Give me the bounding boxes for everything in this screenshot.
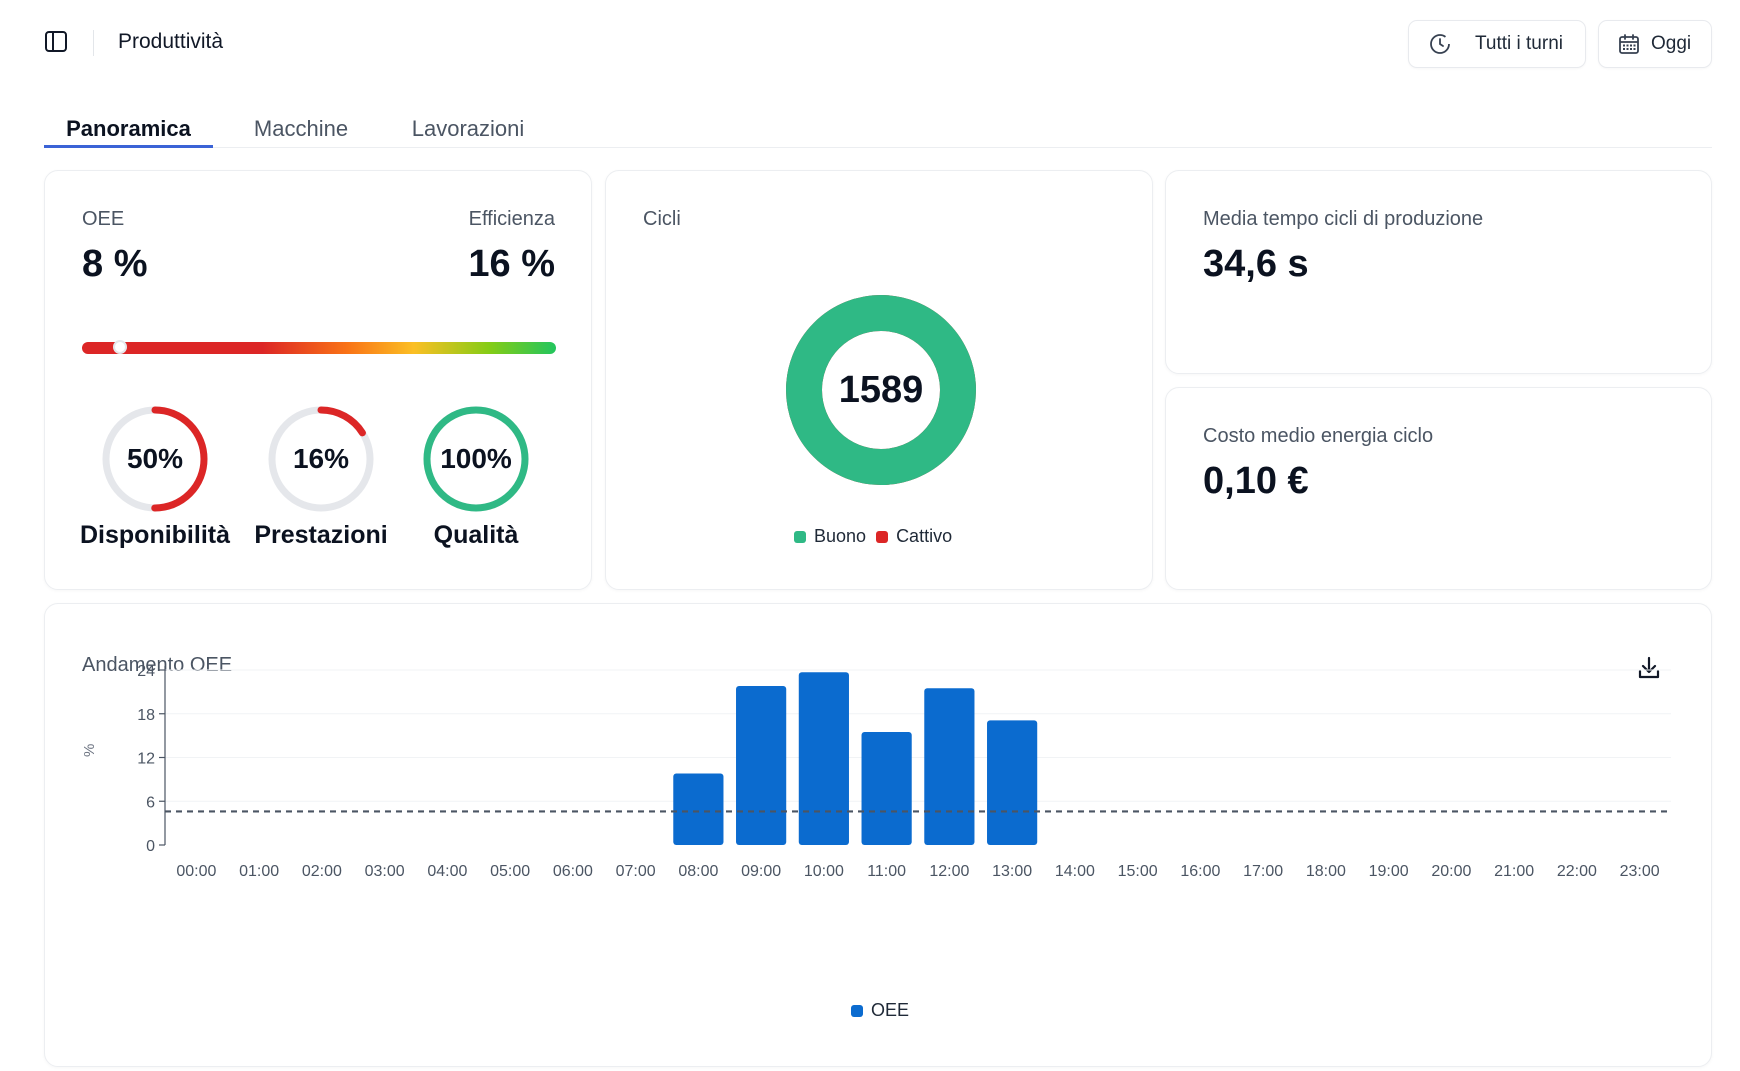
cycles-card: Cicli 1589 Buono Cattivo	[605, 170, 1153, 590]
oee-gradient-bar	[82, 340, 556, 354]
efficiency-label: Efficienza	[468, 208, 555, 230]
oee-label: OEE	[82, 208, 125, 230]
x-tick-label: 16:00	[1180, 863, 1220, 880]
energy-cost-value: 0,10 €	[1203, 460, 1309, 502]
avg-cycle-time-card: Media tempo cicli di produzione 34,6 s	[1165, 170, 1712, 374]
page-header: Produttività Tutti i turni Oggi	[0, 0, 1740, 90]
legend-good-label: Buono	[814, 526, 867, 546]
tab-panoramica[interactable]: Panoramica	[44, 104, 213, 148]
chart-legend[interactable]: OEE	[851, 1000, 909, 1021]
page-title: Produttività	[118, 30, 224, 53]
date-filter-button[interactable]: Oggi	[1598, 20, 1712, 68]
cycles-donut-ring	[786, 295, 976, 485]
performance-value: 16%	[292, 443, 350, 474]
x-tick-label: 01:00	[239, 863, 279, 880]
header-divider	[93, 30, 94, 56]
bar-12:00	[924, 688, 975, 845]
cycles-total: 1589	[838, 368, 924, 411]
y-tick-label: 6	[146, 794, 155, 811]
y-tick-label: 12	[137, 751, 155, 768]
quality-gauge-ring	[423, 406, 529, 512]
oee-card: OEE 8 % Efficienza 16 % 50% Disponibilit…	[44, 170, 592, 590]
tab-bar: Panoramica Macchine Lavorazioni	[44, 90, 1712, 148]
bar-08:00	[673, 773, 724, 845]
avg-cycle-time-label: Media tempo cicli di produzione	[1203, 208, 1484, 230]
energy-cost-card: Costo medio energia ciclo 0,10 €	[1165, 387, 1712, 590]
x-tick-label: 18:00	[1306, 863, 1346, 880]
performance-label: Prestazioni	[254, 521, 388, 549]
x-tick-label: 13:00	[992, 863, 1032, 880]
x-tick-label: 09:00	[741, 863, 781, 880]
x-tick-label: 10:00	[804, 863, 844, 880]
legend-bad-label: Cattivo	[896, 526, 953, 546]
legend-good[interactable]: Buono	[794, 526, 866, 547]
avg-cycle-time-value: 34,6 s	[1203, 243, 1309, 285]
efficiency-value: 16 %	[468, 243, 555, 285]
legend-oee-swatch	[851, 1004, 863, 1017]
quality-value: 100%	[440, 443, 512, 474]
download-icon[interactable]	[1635, 654, 1663, 682]
cycles-donut: 1589	[786, 295, 976, 485]
tab-lavorazioni[interactable]: Lavorazioni	[411, 116, 525, 141]
x-tick-label: 23:00	[1620, 863, 1660, 880]
oee-trend-card: Andamento OEE 0 6 12 18 24% 00:00 01:00 02:00 03…	[44, 603, 1712, 1067]
quality-gauge: 100%	[421, 404, 531, 514]
availability-label: Disponibilità	[80, 521, 230, 549]
x-tick-label: 22:00	[1557, 863, 1597, 880]
calendar-icon	[1619, 34, 1639, 54]
legend-oee-label: OEE	[871, 1000, 910, 1020]
energy-cost-label: Costo medio energia ciclo	[1203, 425, 1434, 447]
legend-good-swatch	[794, 531, 806, 543]
legend-bad-swatch	[876, 531, 889, 543]
shift-filter-label: Tutti i turni	[1475, 33, 1563, 54]
availability-value: 50%	[126, 443, 184, 474]
quality-label: Qualità	[433, 521, 519, 549]
availability-gauge-ring	[102, 406, 208, 512]
x-tick-label: 14:00	[1055, 863, 1095, 880]
y-tick-label: 24	[137, 663, 155, 680]
x-tick-label: 11:00	[867, 863, 906, 880]
x-tick-label: 00:00	[176, 863, 216, 880]
x-tick-label: 04:00	[427, 863, 467, 880]
cycles-legend: Buono Cattivo	[794, 526, 952, 547]
x-tick-label: 07:00	[616, 863, 656, 880]
bar-13:00	[987, 720, 1038, 845]
performance-gauge: 16%	[266, 404, 376, 514]
x-tick-label: 15:00	[1118, 863, 1158, 880]
x-tick-label: 21:00	[1494, 863, 1534, 880]
x-tick-label: 06:00	[553, 863, 593, 880]
clock-icon	[1430, 34, 1450, 54]
performance-gauge-ring	[268, 406, 374, 512]
tab-macchine[interactable]: Macchine	[253, 116, 349, 141]
shift-filter-button[interactable]: Tutti i turni	[1408, 20, 1586, 68]
x-tick-label: 17:00	[1243, 863, 1283, 880]
bar-09:00	[736, 686, 787, 845]
y-axis-label: %	[81, 744, 98, 757]
y-tick-label: 18	[137, 707, 155, 724]
x-tick-label: 02:00	[302, 863, 342, 880]
x-tick-label: 05:00	[490, 863, 530, 880]
cycles-label: Cicli	[643, 208, 681, 230]
sidebar-toggle-icon[interactable]	[44, 30, 70, 54]
oee-marker	[112, 340, 127, 354]
x-tick-label: 20:00	[1431, 863, 1471, 880]
y-tick-label: 0	[146, 838, 155, 855]
x-tick-label: 08:00	[678, 863, 718, 880]
x-tick-label: 03:00	[365, 863, 405, 880]
date-filter-label: Oggi	[1651, 33, 1692, 54]
availability-gauge: 50%	[100, 404, 210, 514]
oee-bar-chart: 0 6 12 18 24% 00:00 01:00 02:00 03:00 04:00 05:00 0…	[81, 663, 1671, 880]
oee-value: 8 %	[82, 243, 148, 285]
bar-11:00	[861, 731, 912, 845]
legend-bad[interactable]: Cattivo	[876, 526, 952, 547]
x-tick-label: 12:00	[929, 863, 969, 880]
x-tick-label: 19:00	[1369, 863, 1409, 880]
bar-10:00	[798, 672, 849, 845]
